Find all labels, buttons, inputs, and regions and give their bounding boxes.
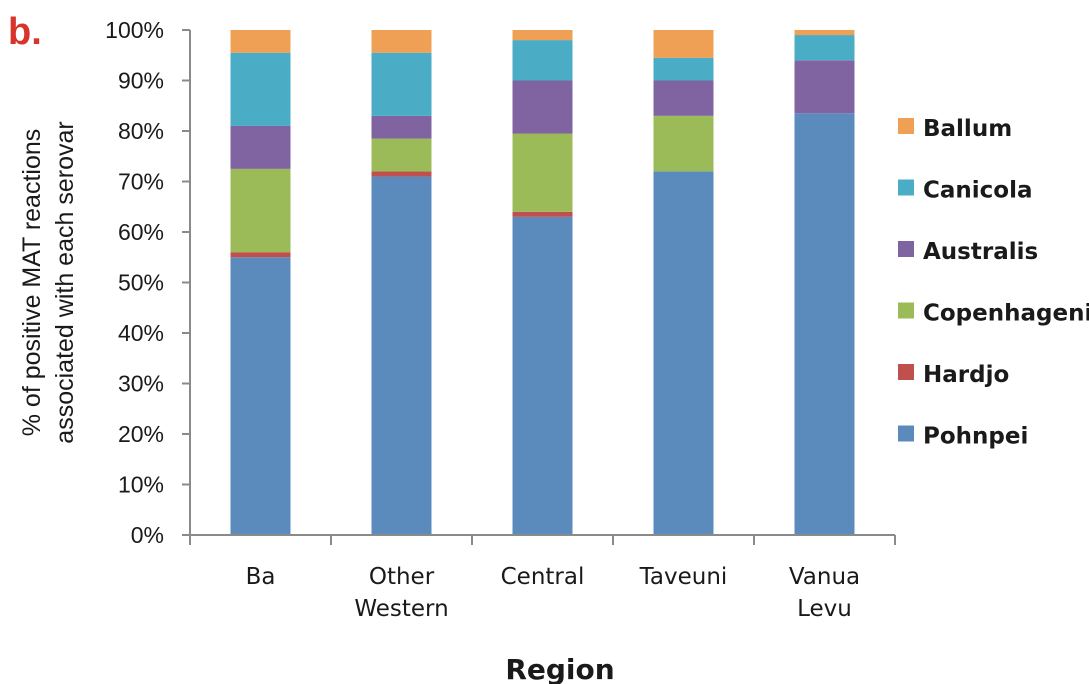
legend-label-copenhageni: Copenhageni [923,301,1089,327]
legend-swatch-copenhageni [898,302,914,319]
bar-segment-canicola-4 [794,35,855,61]
axes [182,29,896,545]
bar-segment-australis-4 [794,60,855,114]
bar-segment-hardjo-0 [230,252,291,258]
legend-swatch-canicola [898,179,914,196]
legend-label-australis: Australis [923,239,1038,265]
bar-segment-copenhageni-3 [653,115,714,172]
bars [230,30,855,535]
bar-segment-ballum-3 [653,30,714,58]
bar-segment-copenhageni-0 [230,168,291,253]
bar-segment-canicola-2 [512,40,573,81]
y-tick-label: 60% [118,219,164,245]
legend-swatch-australis [898,241,914,257]
y-axis-title-line: associated with each serovar [51,121,79,443]
y-tick-label: 10% [118,472,164,498]
bar-segment-ballum-4 [794,30,855,36]
y-tick-label: 40% [118,320,164,346]
legend-swatch-pohnpei [898,425,914,442]
bar-segment-copenhageni-1 [371,138,432,172]
y-tick-label: 0% [131,522,164,548]
bar-segment-pohnpei-2 [512,216,573,535]
x-tick-label: Levu [797,596,852,622]
bar-segment-ballum-2 [512,30,573,41]
y-tick-label: 20% [118,421,164,447]
y-tick-label: 90% [118,68,164,94]
bar-segment-hardjo-2 [512,211,573,217]
x-tick-label: Central [501,564,585,590]
legend-label-ballum: Ballum [923,116,1012,142]
y-axis-title: % of positive MAT reactions associated wi… [18,121,79,443]
bar-segment-canicola-0 [230,52,291,126]
y-tick-label: 50% [118,270,164,296]
x-tick-label: Western [354,596,448,622]
bar-segment-canicola-3 [653,57,714,81]
x-axis-title: Region [505,653,614,684]
bar-segment-pohnpei-0 [230,257,291,535]
legend-swatch-ballum [898,118,914,134]
panel-label: b. [8,11,42,53]
bar-segment-ballum-1 [371,30,432,53]
bar-segment-hardjo-1 [371,171,432,177]
bar-segment-australis-3 [653,80,714,116]
y-tick-label: 70% [118,169,164,195]
bar-segment-copenhageni-2 [512,133,573,212]
x-tick-label: Ba [246,564,276,590]
bar-segment-pohnpei-4 [794,113,855,535]
legend-label-canicola: Canicola [923,178,1033,204]
y-tick-label: 30% [118,371,164,397]
y-axis-title-line: % of positive MAT reactions [18,129,46,437]
bar-segment-australis-2 [512,80,573,134]
bar-segment-pohnpei-1 [371,176,432,535]
legend-swatch-hardjo [898,364,914,380]
legend-label-pohnpei: Pohnpei [923,424,1028,450]
x-tick-label: Vanua [789,564,860,590]
bar-segment-canicola-1 [371,52,432,116]
x-tick-label: Other [369,564,435,590]
y-tick-label: 100% [105,17,164,43]
bar-segment-australis-0 [230,125,291,169]
bar-segment-australis-1 [371,115,432,139]
bar-segment-pohnpei-3 [653,171,714,535]
legend: Ballum Canicola Australis Copenhageni Hardjo… [898,116,1089,450]
x-tick-labels: Ba Other Western Central Taveuni Vanua Levu [246,564,861,622]
y-tick-label: 80% [118,118,164,144]
legend-label-hardjo: Hardjo [923,362,1009,388]
y-tick-labels: 0% 10% 20% 30% 40% 50% 60% 70% 80% 90% 100% [105,17,164,548]
x-tick-label: Taveuni [639,564,728,590]
bar-segment-ballum-0 [230,30,291,53]
